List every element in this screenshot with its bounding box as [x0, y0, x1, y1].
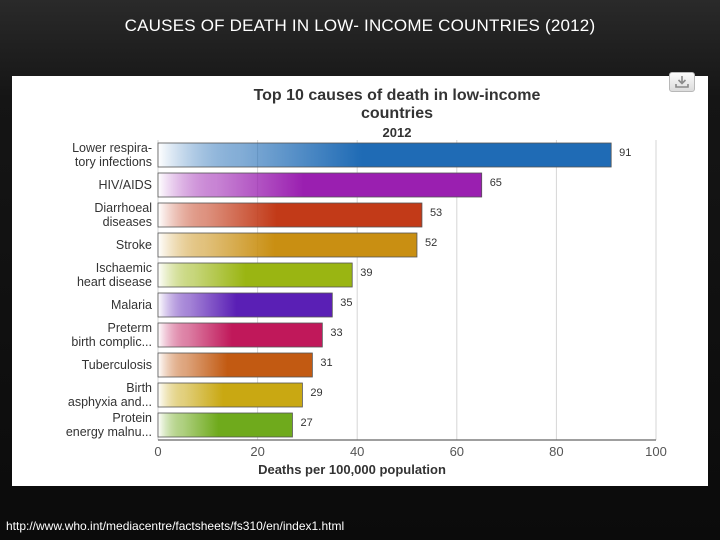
x-tick-label: 60	[450, 444, 464, 459]
x-tick-label: 40	[350, 444, 364, 459]
y-tick-label: Stroke	[116, 238, 152, 252]
source-url[interactable]: http://www.who.int/mediacentre/factsheet…	[6, 519, 345, 533]
bar[interactable]	[157, 172, 483, 198]
x-tick-label: 20	[250, 444, 264, 459]
y-tick-label: Lower respira-tory infections	[72, 141, 152, 169]
bar-value-label: 52	[425, 237, 437, 249]
bar-value-label: 33	[330, 327, 342, 339]
bar-value-label: 35	[340, 297, 352, 309]
bar[interactable]	[157, 142, 612, 168]
y-tick-label: Tuberculosis	[82, 358, 152, 372]
bar[interactable]	[157, 322, 323, 348]
bar-value-label: 53	[430, 207, 442, 219]
y-tick-label: Birth asphyxia and...	[68, 381, 152, 409]
bar[interactable]	[157, 412, 293, 438]
download-icon[interactable]	[669, 72, 695, 92]
bar[interactable]	[157, 352, 313, 378]
bar[interactable]	[157, 202, 423, 228]
bar[interactable]	[157, 262, 353, 288]
bar[interactable]	[157, 232, 418, 258]
bar-value-label: 29	[310, 387, 322, 399]
x-axis-label: Deaths per 100,000 population	[258, 462, 446, 477]
bar-value-label: 27	[300, 417, 312, 429]
chart-subtitle: 2012	[383, 125, 412, 140]
y-tick-label: HIV/AIDS	[99, 178, 153, 192]
bar-value-label: 65	[490, 177, 502, 189]
x-tick-label: 80	[549, 444, 563, 459]
y-tick-label: Protein energy malnu...	[66, 411, 152, 439]
x-tick-label: 0	[154, 444, 161, 459]
y-tick-label: Malaria	[111, 298, 152, 312]
bar-value-label: 91	[619, 147, 631, 159]
y-tick-label: Ischaemic heart disease	[77, 261, 152, 289]
y-tick-label: Preterm birth complic...	[71, 321, 152, 349]
bar-value-label: 39	[360, 267, 372, 279]
bar-value-label: 31	[320, 357, 332, 369]
bar[interactable]	[157, 292, 333, 318]
chart-title: Top 10 causes of death in low-income coun…	[254, 87, 541, 122]
bar-chart: Top 10 causes of death in low-income coun…	[66, 87, 667, 477]
y-tick-label: Diarrhoeal diseases	[94, 201, 152, 229]
slide-title: CAUSES OF DEATH IN LOW- INCOME COUNTRIES…	[124, 16, 596, 35]
bar[interactable]	[157, 382, 303, 408]
x-tick-label: 100	[645, 444, 667, 459]
